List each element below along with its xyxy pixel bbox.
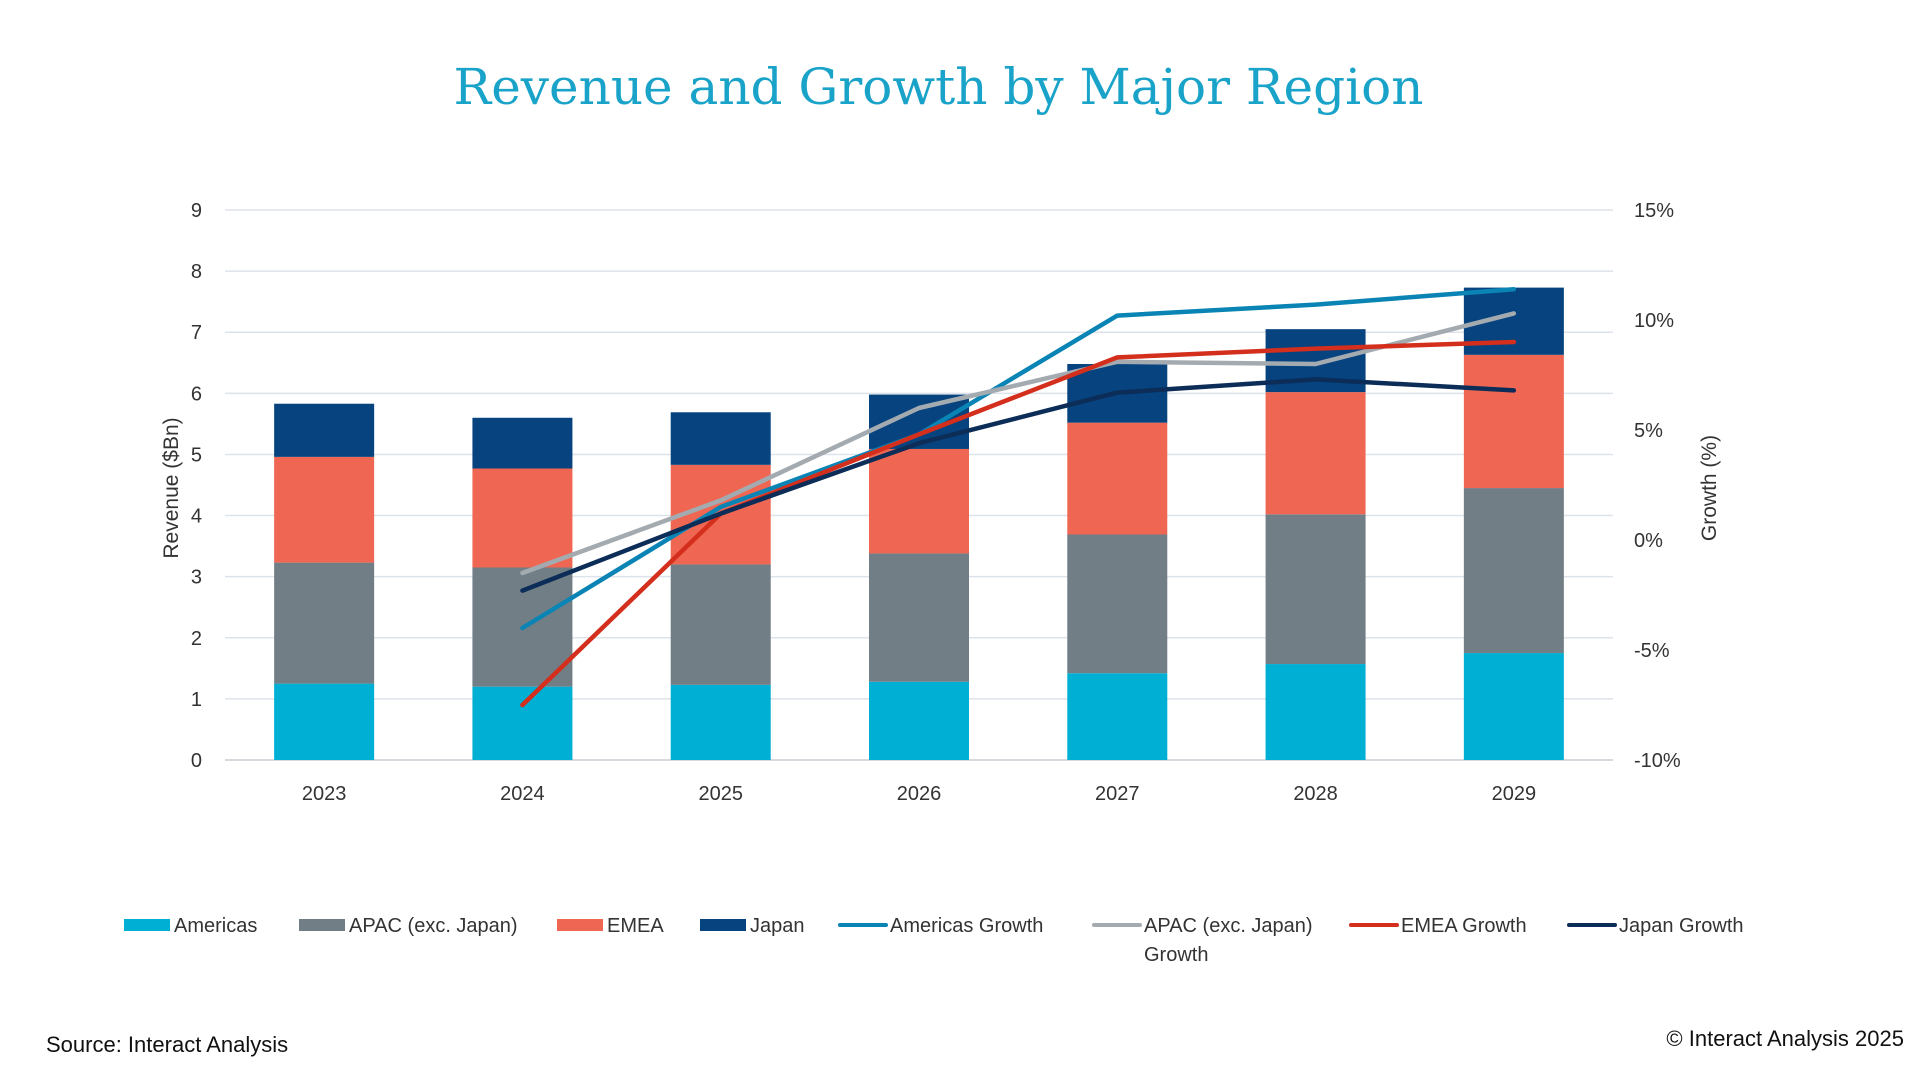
legend-label-line2: Growth (1144, 944, 1209, 966)
y-tick-label: 0 (191, 750, 202, 772)
y-tick-label: 5 (191, 444, 202, 466)
bar-series (274, 287, 1564, 760)
legend: Americas APAC (exc. Japan) EMEA Japan Am… (124, 912, 1824, 972)
line-japan-growth (520, 377, 1517, 593)
y2-axis-ticks: -10% -5% 0% 5% 10% 15% (1634, 200, 1681, 772)
x-tick-label: 2024 (500, 783, 545, 805)
y2-tick-label: 10% (1634, 310, 1674, 332)
bar-apac-exc-japan (274, 562, 375, 684)
bar-americas (472, 686, 573, 760)
bar-emea (1463, 354, 1564, 489)
x-tick-label: 2029 (1492, 783, 1537, 805)
bar-apac-exc-japan (869, 553, 969, 682)
y-tick-label: 3 (191, 567, 202, 589)
y2-tick-label: -5% (1634, 640, 1670, 662)
bar-japan (670, 412, 771, 465)
bar-apac-exc-japan (1265, 514, 1366, 665)
bar-americas (1463, 653, 1564, 760)
bar-japan (274, 403, 375, 457)
legend-line-emea-growth (1349, 923, 1399, 927)
legend-swatch-americas (124, 919, 170, 931)
legend-label: Japan (750, 915, 805, 937)
legend-label: Americas Growth (890, 915, 1044, 937)
copyright-note: © Interact Analysis 2025 (1666, 1026, 1904, 1051)
legend-line-apac-growth (1092, 923, 1142, 927)
bar-americas (670, 684, 771, 760)
legend-item-emea: EMEA (557, 912, 664, 941)
legend-item-japan-growth: Japan Growth (1567, 912, 1744, 941)
legend-item-americas: Americas (124, 912, 257, 941)
source-note: Source: Interact Analysis (46, 1032, 289, 1057)
bar-emea (274, 456, 375, 563)
x-tick-label: 2023 (302, 783, 347, 805)
bar-americas (274, 683, 375, 760)
legend-label: Japan Growth (1619, 915, 1744, 937)
y2-tick-label: 15% (1634, 200, 1674, 222)
bar-apac-exc-japan (1463, 488, 1564, 654)
y2-tick-label: 5% (1634, 420, 1663, 442)
legend-label: Americas (174, 915, 258, 937)
x-tick-label: 2025 (698, 783, 743, 805)
legend-swatch-emea (557, 919, 603, 931)
legend-swatch-apac (299, 919, 345, 931)
x-tick-label: 2026 (897, 783, 942, 805)
legend-item-emea-growth: EMEA Growth (1349, 912, 1527, 941)
line-series (520, 286, 1517, 708)
bar-apac-exc-japan (670, 564, 771, 685)
legend-item-japan: Japan (700, 912, 805, 941)
x-tick-label: 2028 (1293, 783, 1338, 805)
line-emea-growth (520, 339, 1517, 708)
bar-emea (1067, 422, 1168, 535)
y-tick-label: 2 (191, 628, 202, 650)
legend-label-line1: APAC (exc. Japan) (1144, 915, 1313, 937)
chart-title: Revenue and Growth by Major Region (453, 58, 1424, 116)
bar-americas (1265, 664, 1366, 760)
y-tick-label: 1 (191, 689, 202, 711)
bar-emea (472, 468, 573, 568)
y2-axis-title: Growth (%) (1698, 435, 1721, 541)
legend-label: APAC (exc. Japan) (349, 915, 518, 937)
y-tick-label: 4 (191, 506, 202, 528)
bar-emea (1265, 392, 1366, 515)
legend-item-americas-growth: Americas Growth (838, 912, 1043, 941)
y-tick-label: 9 (191, 200, 202, 222)
bar-americas (1067, 673, 1168, 760)
y-axis-title: Revenue ($Bn) (160, 417, 183, 558)
legend-item-apac-growth: APAC (exc. Japan) Growth (1092, 912, 1313, 970)
y-axis-ticks: 0 1 2 3 4 5 6 7 8 9 (191, 200, 202, 772)
legend-item-apac: APAC (exc. Japan) (299, 912, 518, 941)
y2-tick-label: 0% (1634, 530, 1663, 552)
bar-apac-exc-japan (1067, 534, 1168, 674)
x-axis-ticks: 2023 2024 2025 2026 2027 2028 2029 (302, 783, 1536, 805)
legend-label: EMEA Growth (1401, 915, 1527, 937)
y2-tick-label: -10% (1634, 750, 1681, 772)
bar-americas (869, 681, 969, 760)
bar-emea (869, 448, 969, 554)
y-tick-label: 6 (191, 383, 202, 405)
legend-label: EMEA (607, 915, 664, 937)
y-tick-label: 7 (191, 322, 202, 344)
bar-japan (472, 417, 573, 469)
legend-line-japan-growth (1567, 923, 1617, 927)
line-apac-exc-japan-growth (520, 311, 1517, 576)
y-tick-label: 8 (191, 261, 202, 283)
legend-label: APAC (exc. Japan) Growth (1144, 912, 1313, 970)
legend-line-americas-growth (838, 923, 888, 927)
legend-swatch-japan (700, 919, 746, 931)
x-tick-label: 2027 (1095, 783, 1140, 805)
